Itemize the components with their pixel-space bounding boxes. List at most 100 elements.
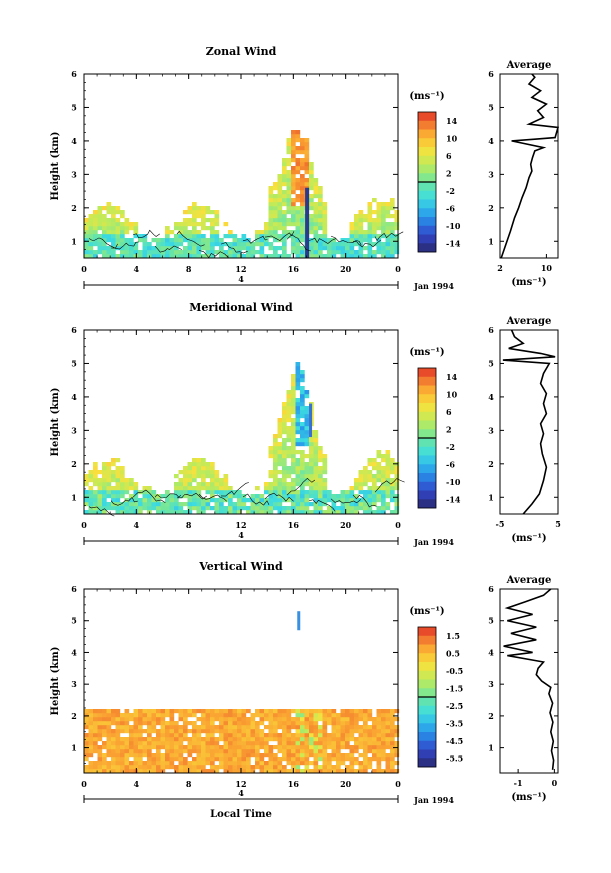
heatmap-cell [295,158,301,163]
heatmap-cell [295,745,301,750]
heatmap-cell [363,246,368,251]
heatmap-cell [304,741,310,746]
average-title: Average [506,60,552,71]
heatmap-cell [250,721,256,726]
heatmap-cell [259,733,265,738]
heatmap-cell [97,210,103,215]
heatmap-cell [304,454,310,459]
heatmap-cell [349,494,355,499]
heatmap-cell [160,761,166,766]
heatmap-cell [120,470,125,475]
heatmap-cell [210,749,215,754]
heatmap-cell [273,717,278,722]
heatmap-cell [300,474,305,479]
heatmap-cell [84,765,89,770]
heatmap-cell [376,250,382,255]
heatmap-cell [372,254,377,259]
heatmap-cell [250,753,256,758]
heatmap-cell [340,238,346,243]
heatmap-cell [187,482,193,487]
heatmap-cell [210,478,215,483]
heatmap-cell [381,214,386,219]
heatmap-cell [142,717,148,722]
heatmap-cell [196,470,202,475]
heatmap-cell [367,474,373,479]
heatmap-cell [394,761,400,766]
heatmap-cell [246,498,251,503]
heatmap-cell [124,721,130,726]
heatmap-cell [300,250,305,255]
colorbar-tick-label: 6 [446,407,452,417]
heatmap-cell [214,502,220,507]
heatmap-cell [192,506,197,511]
heatmap-cell [115,254,121,259]
heatmap-cell [322,749,328,754]
heatmap-cell [363,713,368,718]
heatmap-cell [174,749,179,754]
heatmap-cell [277,761,283,766]
heatmap-cell [327,238,332,243]
heatmap-cell [187,242,193,247]
heatmap-cell [84,737,89,742]
heatmap-cell [309,749,314,754]
heatmap-cell [304,498,310,503]
heatmap-cell [300,761,305,766]
heatmap-cell [295,462,301,467]
heatmap-cell [246,761,251,766]
heatmap-cell [165,713,170,718]
heatmap-cell [313,250,319,255]
heatmap-cell [282,414,287,419]
heatmap-cell [219,238,224,243]
heatmap-cell [291,410,296,415]
heatmap-cell [268,753,274,758]
heatmap-cell [196,717,202,722]
heatmap-cell [169,733,175,738]
heatmap-cell [363,506,368,511]
heatmap-cell [84,490,89,495]
heatmap-cell [183,486,188,491]
heatmap-cell [331,254,337,259]
heatmap-cell [309,194,314,199]
heatmap-cell [372,198,377,203]
heatmap-cell [106,246,112,251]
heatmap-cell [376,741,382,746]
heatmap-cell [264,234,269,239]
heatmap-cell [300,502,305,507]
heatmap-cell [196,206,202,211]
heatmap-cell [336,510,341,515]
heatmap-cell [88,242,94,247]
heatmap-cell [385,725,391,730]
heatmap-cell [232,761,238,766]
heatmap-cell [277,202,283,207]
heatmap-cell [349,506,355,511]
heatmap-cell [313,442,319,447]
heatmap-cell [327,733,332,738]
heatmap-cell [363,717,368,722]
heatmap-cell [358,506,364,511]
heatmap-cell [160,254,166,259]
heatmap-cell [93,474,98,479]
heatmap-cell [286,414,292,419]
heatmap-cell [196,769,202,774]
heatmap-cell [138,490,143,495]
heatmap-cell [282,466,287,471]
heatmap-cell [250,510,256,515]
heatmap-cell [282,218,287,223]
heatmap-cell [133,242,139,247]
heatmap-cell [97,753,103,758]
colorbar-segment [418,120,436,130]
heatmap-cell [300,386,305,391]
heatmap-cell [160,510,166,515]
heatmap-cell [151,757,157,762]
y-tick-label: 3 [71,425,77,435]
heatmap-cell [322,254,328,259]
heatmap-cell [228,753,233,758]
heatmap-cell [120,466,125,471]
heatmap-cell [97,725,103,730]
heatmap-cell [124,741,130,746]
heatmap-cell [201,741,206,746]
heatmap-cell [394,238,400,243]
heatmap-cell [313,178,319,183]
heatmap-cell [376,202,382,207]
heatmap-cell [304,470,310,475]
